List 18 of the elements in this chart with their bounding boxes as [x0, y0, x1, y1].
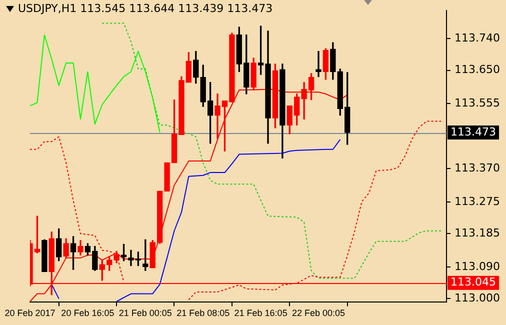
- y-tick-label: 113.185: [454, 226, 500, 240]
- y-tick-label: 113.555: [454, 96, 500, 110]
- chart-title: USDJPY,H1 113.545 113.644 113.439 113.473: [18, 2, 273, 15]
- ref-line-label: 113.473: [450, 125, 496, 138]
- y-tick-label: 113.275: [454, 194, 500, 208]
- line-series: [102, 22, 442, 279]
- y-tick-label: 113.740: [454, 32, 500, 45]
- y-tick-label: 113.000: [454, 292, 500, 305]
- x-tick-label: 22 Feb 00:05: [292, 308, 346, 318]
- x-tick-label: 21 Feb 08:05: [176, 308, 230, 318]
- ref-line-label: 113.045: [450, 276, 496, 289]
- y-tick-label: 113.370: [454, 162, 500, 175]
- y-tick-label: 113.650: [454, 63, 500, 76]
- y-tick-label: 113.090: [454, 260, 500, 273]
- x-tick-label: 21 Feb 16:05: [234, 308, 288, 318]
- x-tick-label: 21 Feb 00:05: [118, 308, 172, 318]
- x-tick-label: 20 Feb 2017: [4, 308, 56, 318]
- x-tick-label: 20 Feb 16:05: [61, 308, 114, 318]
